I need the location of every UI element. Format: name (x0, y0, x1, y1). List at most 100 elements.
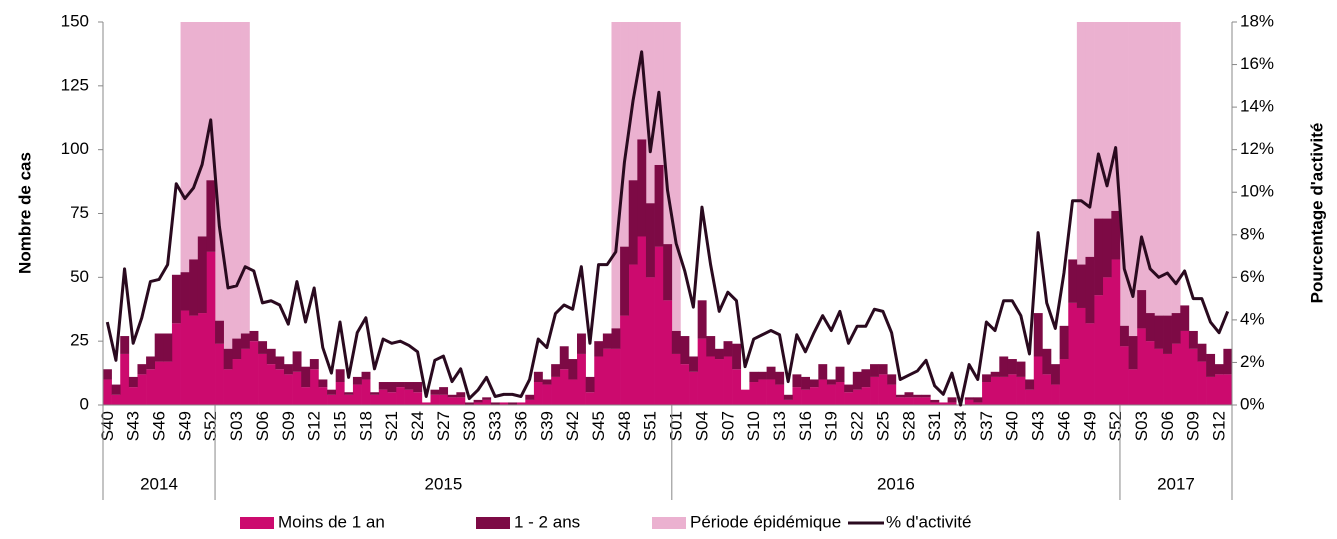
bar (930, 399, 940, 403)
bar (654, 164, 664, 247)
bar (1025, 389, 1035, 405)
x-tick-label: S06 (1158, 411, 1177, 441)
x-tick-label: S42 (563, 411, 582, 441)
bar (1163, 353, 1172, 405)
bar (852, 389, 862, 405)
bar (913, 394, 923, 398)
bar (1094, 218, 1104, 296)
bar (1007, 359, 1017, 375)
bar (413, 382, 423, 393)
legend-swatch (652, 517, 686, 529)
bar (947, 397, 957, 403)
bar (533, 382, 543, 405)
y-axis-title: Nombre de cas (15, 152, 34, 274)
bar (663, 244, 673, 301)
bar (378, 382, 388, 390)
x-tick-label: S13 (770, 411, 789, 441)
bar (861, 369, 871, 388)
epidemic-band (671, 22, 681, 405)
x-tick-label: S06 (253, 411, 272, 441)
bar (137, 374, 147, 405)
bar (396, 382, 405, 388)
bar (990, 376, 1000, 405)
epidemic-band (1128, 22, 1138, 405)
epidemic-band (1085, 22, 1095, 405)
bar (327, 389, 336, 395)
x-tick-label: S36 (511, 411, 530, 441)
bar (215, 320, 224, 344)
bar (792, 374, 802, 388)
bar (921, 397, 931, 405)
bar (232, 359, 242, 405)
bar (456, 397, 466, 405)
x-tick-label: S25 (873, 411, 892, 441)
bar (766, 366, 776, 380)
bar (430, 389, 440, 395)
x-tick-label: S39 (537, 411, 556, 441)
x-tick-label: S46 (150, 411, 169, 441)
y2-axis-title: Pourcentage d'activité (1307, 123, 1326, 304)
y2-tick-label: 12% (1240, 139, 1274, 158)
bar (197, 313, 207, 405)
legend-label: 1 - 2 ans (514, 512, 580, 531)
x-tick-label: S12 (1210, 411, 1229, 441)
bar (697, 338, 707, 405)
bar (895, 397, 905, 405)
epidemic-band (1145, 22, 1155, 405)
x-tick-label: S43 (124, 411, 143, 441)
bar (189, 315, 199, 405)
bar (516, 402, 526, 405)
y-tick-label: 0 (80, 394, 89, 413)
bar (266, 348, 276, 365)
bar (930, 402, 940, 405)
bar (568, 359, 578, 380)
bar (1094, 295, 1104, 405)
x-tick-label: S09 (279, 411, 298, 441)
bar (714, 359, 724, 405)
bar (818, 379, 828, 405)
epidemic-band (189, 22, 199, 405)
bar (171, 274, 181, 324)
group-label: 2017 (1157, 474, 1195, 493)
y2-tick-label: 16% (1240, 54, 1274, 73)
bar (378, 389, 388, 405)
bar (1076, 264, 1086, 308)
bar (128, 376, 138, 388)
x-tick-label: S46 (1054, 411, 1073, 441)
bar (180, 310, 190, 405)
bar (783, 399, 793, 405)
epidemic-band (1137, 22, 1147, 405)
bar (301, 387, 311, 405)
bar (1145, 341, 1155, 405)
bar (775, 371, 785, 385)
bar-layer (103, 139, 1233, 405)
bar (1119, 346, 1129, 405)
bar (163, 361, 173, 405)
bar (464, 402, 474, 405)
bar (1051, 384, 1060, 405)
bar (999, 356, 1009, 377)
bar (1016, 361, 1026, 377)
bar (189, 259, 199, 316)
bar (749, 371, 759, 383)
bar (1223, 348, 1233, 375)
bar (283, 374, 293, 405)
bar (1128, 369, 1138, 405)
bar (1188, 348, 1198, 405)
bar (103, 379, 112, 405)
x-tick-label: S45 (589, 411, 608, 441)
bar (344, 392, 354, 395)
bar (111, 384, 121, 395)
bar (904, 397, 914, 405)
x-tick-label: S01 (667, 411, 686, 441)
bar (671, 353, 681, 405)
bar (1223, 374, 1233, 405)
bar (757, 371, 767, 380)
bar (154, 361, 164, 405)
bar (335, 369, 345, 383)
bar (835, 366, 845, 383)
bar (1171, 313, 1181, 344)
bar (645, 203, 655, 278)
x-tick-label: S52 (1106, 411, 1125, 441)
x-tick-label: S18 (356, 411, 375, 441)
